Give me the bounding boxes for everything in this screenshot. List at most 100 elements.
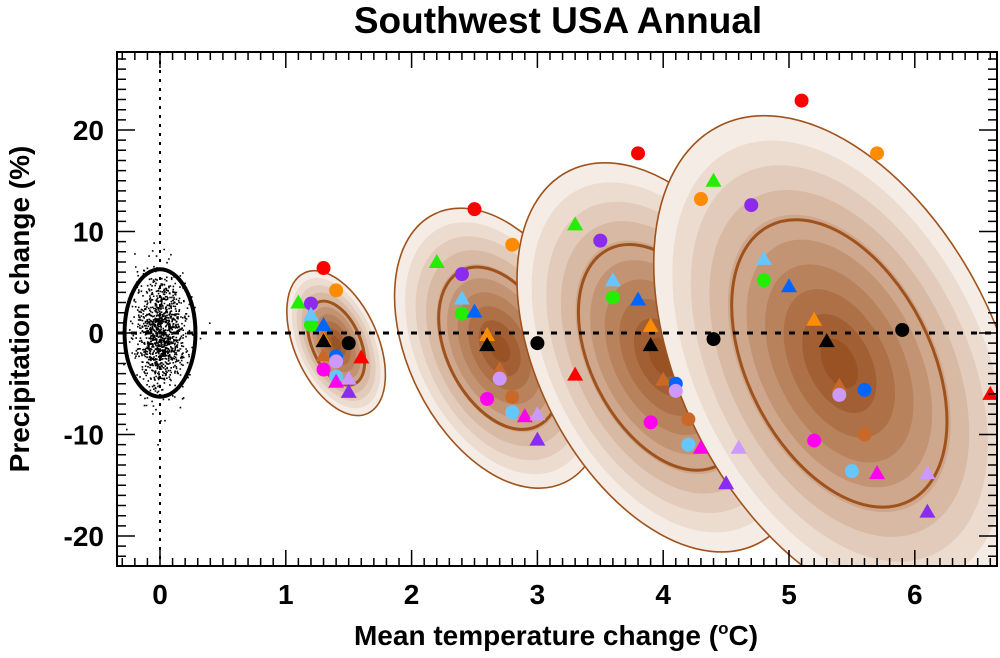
data-point-triangle [692, 439, 709, 454]
ellipses-layer [286, 114, 997, 566]
data-point-circle [329, 283, 344, 298]
data-point-circle [605, 290, 620, 305]
x-axis-label: Mean temperature change (oC) [354, 619, 758, 651]
data-point-triangle [982, 385, 997, 400]
data-point-triangle [315, 316, 332, 331]
data-point-triangle [491, 361, 508, 376]
y-tick-label: 20 [73, 115, 104, 146]
ellipse-group [286, 269, 387, 417]
y-tick-label: -20 [64, 521, 104, 552]
data-point-circle [631, 146, 646, 161]
data-point-circle [756, 273, 771, 288]
series-cluster-2 [428, 202, 584, 446]
y-tick-labels: -20 -10 0 10 20 [64, 115, 104, 552]
data-point-circle [857, 427, 872, 442]
y-tick-label: 0 [88, 318, 104, 349]
data-point-circle [329, 354, 344, 369]
data-point-circle [303, 296, 318, 311]
data-point-triangle [730, 439, 747, 454]
data-point-triangle [315, 347, 332, 362]
data-point-triangle [529, 431, 546, 446]
markers-layer [290, 93, 997, 518]
data-point-circle [480, 391, 495, 406]
data-point-triangle [567, 216, 584, 231]
data-point-circle [454, 267, 469, 282]
data-point-triangle [869, 465, 886, 480]
data-point-circle [681, 437, 696, 452]
data-point-triangle [642, 317, 659, 332]
density-ring [331, 335, 342, 351]
data-point-triangle [479, 337, 496, 352]
data-point-triangle [806, 311, 823, 326]
data-point-triangle [630, 291, 647, 306]
outer-contour [652, 114, 997, 566]
data-point-circle [454, 306, 469, 321]
data-point-triangle [705, 172, 722, 187]
data-point-triangle [919, 503, 936, 518]
data-point-circle [895, 322, 910, 337]
x-tick-label: 0 [152, 579, 168, 610]
data-point-circle [593, 233, 608, 248]
series-cluster-3 [593, 146, 747, 490]
data-point-triangle [353, 349, 370, 364]
x-axis-label-unit: C) [728, 620, 758, 651]
data-point-triangle [290, 294, 307, 309]
data-point-triangle [428, 253, 445, 268]
tick-marks [117, 52, 997, 566]
y-axis-label: Precipitation change (%) [4, 146, 35, 473]
outer-contour [286, 269, 387, 417]
axis-ticks [117, 52, 997, 566]
data-point-triangle [818, 333, 835, 348]
x-axis-label-degree: o [718, 619, 728, 638]
density-ring [820, 338, 858, 389]
data-point-triangle [328, 373, 345, 388]
data-point-triangle [604, 272, 621, 287]
x-tick-label: 5 [781, 579, 797, 610]
data-point-circle [303, 317, 318, 332]
data-point-triangle [655, 371, 672, 386]
data-point-triangle [302, 306, 319, 321]
x-tick-label: 4 [655, 579, 671, 610]
data-point-circle [492, 371, 507, 386]
plot-area [117, 52, 997, 566]
y-tick-label: 10 [73, 217, 104, 248]
data-point-circle [668, 383, 683, 398]
data-point-triangle [529, 406, 546, 421]
data-point-triangle [340, 370, 357, 385]
data-point-circle [794, 93, 809, 108]
x-tick-label: 3 [530, 579, 546, 610]
inner-contour [730, 218, 949, 509]
data-point-circle [643, 415, 658, 430]
x-tick-label: 2 [404, 579, 420, 610]
data-point-triangle [466, 303, 483, 318]
series-cluster-4 [744, 93, 997, 518]
data-point-circle [467, 202, 482, 217]
data-point-circle [316, 261, 331, 276]
data-point-circle [505, 405, 520, 420]
data-point-triangle [453, 290, 470, 305]
data-point-circle [693, 192, 708, 207]
data-point-circle [857, 382, 872, 397]
plot-frame [116, 51, 998, 567]
data-point-triangle [567, 366, 584, 381]
data-point-triangle [919, 465, 936, 480]
data-point-circle [316, 362, 331, 377]
data-point-circle [807, 433, 822, 448]
data-point-circle [744, 198, 759, 213]
data-point-triangle [718, 475, 735, 490]
data-point-triangle [781, 278, 797, 293]
x-tick-label: 1 [278, 579, 294, 610]
data-point-circle [505, 237, 520, 252]
data-point-circle [681, 412, 696, 427]
density-ring [489, 334, 511, 363]
data-point-circle [530, 336, 545, 351]
series-cluster-1 [290, 261, 370, 398]
data-point-circle [706, 332, 721, 347]
y-tick-label: -10 [64, 420, 104, 451]
chart-title: Southwest USA Annual [354, 0, 762, 41]
data-point-triangle [516, 408, 533, 423]
data-point-triangle [479, 327, 496, 342]
data-point-triangle [755, 250, 772, 265]
data-point-triangle [642, 337, 659, 352]
